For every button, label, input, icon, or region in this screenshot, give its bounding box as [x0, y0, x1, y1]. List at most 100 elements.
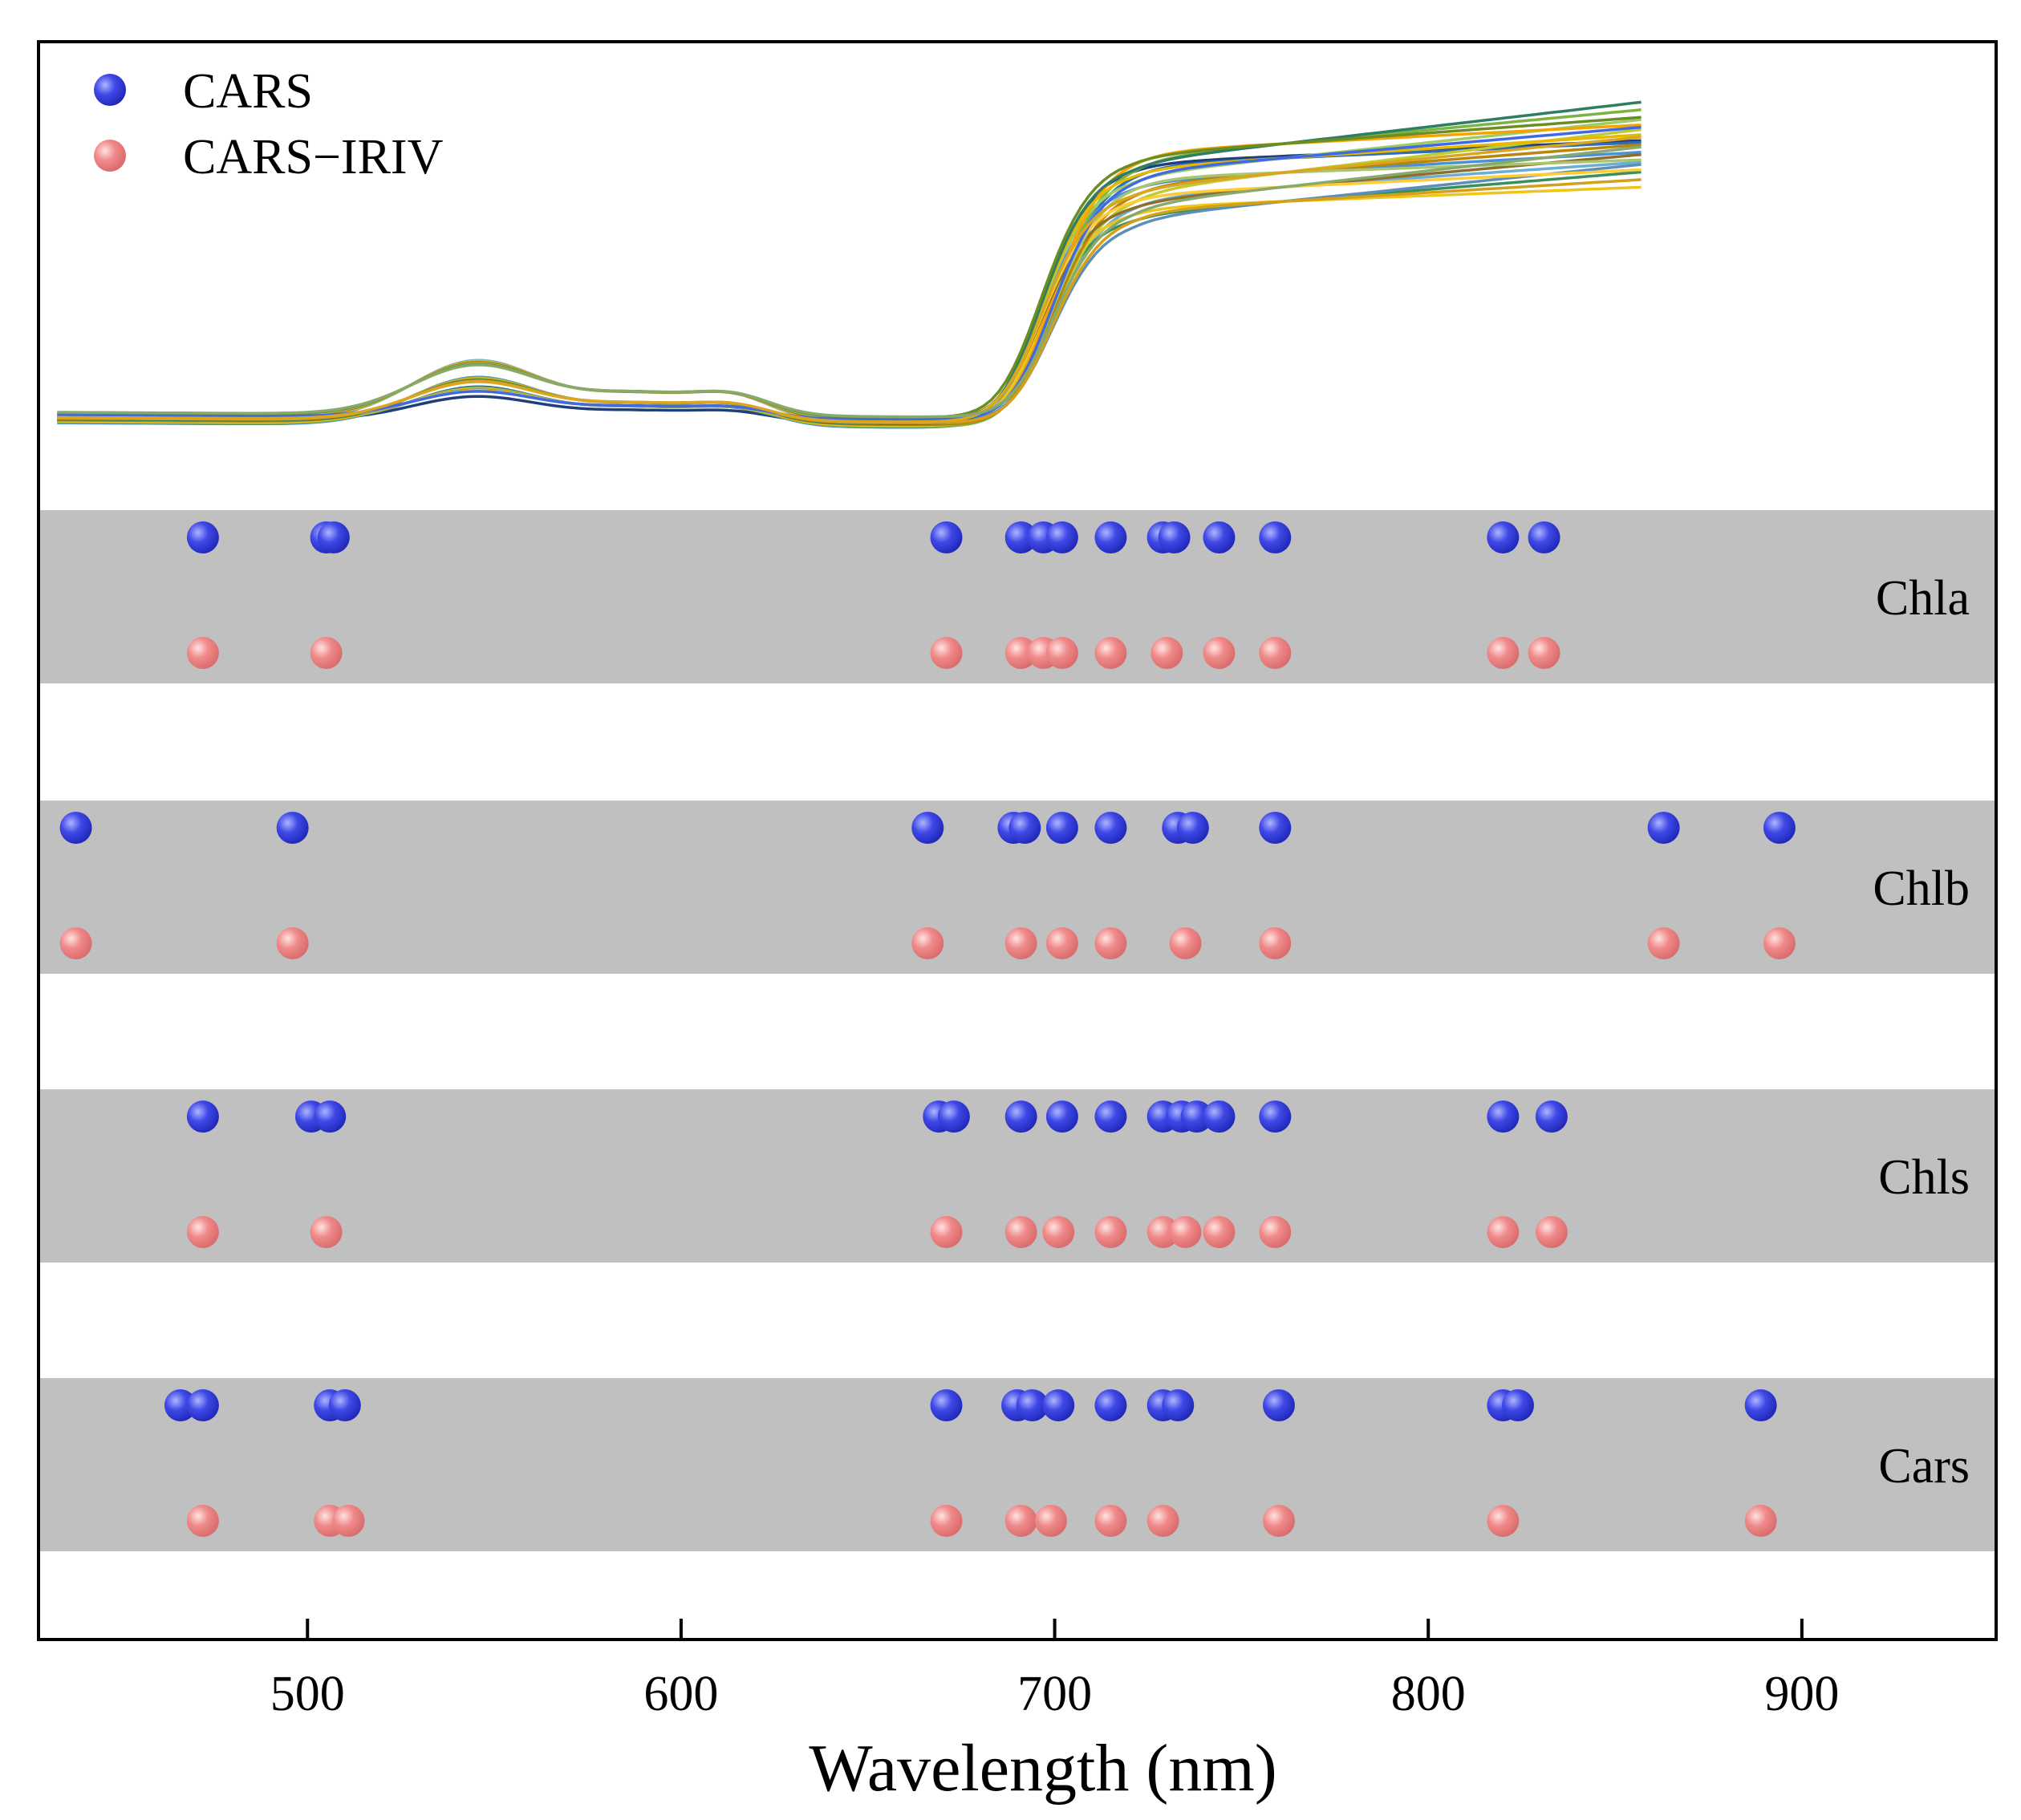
cars-iriv-point	[1034, 1505, 1067, 1537]
spectrum-curve	[57, 158, 1642, 420]
spectrum-curve	[57, 140, 1642, 427]
cars-point	[1162, 1389, 1195, 1421]
x-tick-label: 600	[643, 1667, 718, 1721]
cars-iriv-point	[1763, 927, 1796, 959]
cars-iriv-point	[930, 1505, 963, 1537]
cars-point	[1535, 1101, 1568, 1133]
cars-point	[1180, 1101, 1213, 1133]
cars-point	[1042, 1389, 1075, 1421]
cars-point	[1259, 1101, 1292, 1133]
legend: CARS CARS−IRIV	[94, 64, 444, 184]
legend-label: CARS	[183, 64, 313, 119]
cars-point	[911, 812, 944, 844]
band-label: Chlb	[1873, 861, 1970, 916]
cars-iriv-point	[911, 927, 944, 959]
legend-marker	[94, 74, 126, 106]
cars-point	[1203, 1101, 1236, 1133]
cars-iriv-point	[1094, 927, 1127, 959]
cars-point	[1262, 1389, 1295, 1421]
cars-iriv-point	[1169, 927, 1202, 959]
cars-iriv-point	[1094, 1505, 1127, 1537]
cars-point	[1647, 812, 1680, 844]
cars-iriv-point	[1045, 927, 1078, 959]
cars-point	[1763, 812, 1796, 844]
cars-iriv-point	[1004, 1505, 1037, 1537]
cars-point	[328, 1389, 361, 1421]
cars-point	[186, 521, 219, 553]
spectrum-curve	[57, 178, 1642, 424]
cars-iriv-point	[332, 1505, 365, 1537]
cars-point	[1094, 1389, 1127, 1421]
cars-iriv-point	[1042, 1216, 1075, 1248]
legend-label: CARS−IRIV	[183, 130, 444, 184]
cars-point	[1487, 521, 1520, 553]
cars-iriv-point	[1169, 1216, 1202, 1248]
cars-iriv-point	[1528, 637, 1560, 669]
spectra-layer	[57, 100, 1642, 429]
cars-iriv-point	[1487, 637, 1520, 669]
cars-point	[186, 1101, 219, 1133]
cars-point	[164, 1389, 197, 1421]
x-tick-label: 500	[270, 1667, 345, 1721]
cars-iriv-point	[1259, 1216, 1292, 1248]
points-layer	[59, 521, 1796, 1537]
cars-point	[276, 812, 309, 844]
cars-iriv-point	[1004, 1216, 1037, 1248]
spectrum-curve	[57, 170, 1642, 426]
cars-point	[1008, 812, 1041, 844]
cars-point	[59, 812, 92, 844]
x-tick-label: 800	[1391, 1667, 1466, 1721]
cars-iriv-point	[1535, 1216, 1568, 1248]
spectrum-curve	[57, 185, 1642, 428]
cars-point	[1045, 521, 1078, 553]
cars-point	[314, 1101, 347, 1133]
cars-point	[1744, 1389, 1777, 1421]
cars-point	[1528, 521, 1560, 553]
cars-iriv-point	[59, 927, 92, 959]
cars-iriv-point	[186, 1216, 219, 1248]
cars-point	[930, 1389, 963, 1421]
band-label: Cars	[1878, 1439, 1970, 1494]
spectrum-curve	[57, 125, 1642, 422]
spectrum-curve	[57, 143, 1642, 427]
cars-iriv-point	[1203, 1216, 1236, 1248]
cars-point	[1045, 1101, 1078, 1133]
cars-iriv-point	[1487, 1216, 1520, 1248]
cars-point	[186, 1389, 219, 1421]
band-label: Chla	[1876, 571, 1970, 626]
cars-point	[1259, 812, 1292, 844]
cars-iriv-point	[1004, 927, 1037, 959]
cars-point	[1004, 521, 1037, 553]
cars-point	[1487, 1101, 1520, 1133]
cars-iriv-point	[310, 637, 343, 669]
cars-iriv-point	[1262, 1505, 1295, 1537]
spectrum-curve	[57, 168, 1642, 423]
x-axis-title: Wavelength (nm)	[809, 1731, 1276, 1806]
cars-point	[1094, 521, 1127, 553]
spectrum-curve	[57, 163, 1642, 424]
cars-iriv-point	[1259, 637, 1292, 669]
cars-point	[1094, 1101, 1127, 1133]
cars-point	[1016, 1389, 1049, 1421]
cars-iriv-point	[1146, 1505, 1179, 1537]
cars-iriv-point	[1151, 637, 1183, 669]
cars-point	[1501, 1389, 1534, 1421]
x-tick-label: 700	[1017, 1667, 1092, 1721]
cars-iriv-point	[310, 1216, 343, 1248]
cars-point	[937, 1101, 970, 1133]
legend-marker	[94, 140, 126, 172]
cars-point	[1259, 521, 1292, 553]
cars-iriv-point	[186, 1505, 219, 1537]
cars-iriv-point	[1487, 1505, 1520, 1537]
cars-point	[930, 521, 963, 553]
cars-iriv-point	[1259, 927, 1292, 959]
x-tick-label: 900	[1764, 1667, 1839, 1721]
band-label: Chls	[1878, 1150, 1970, 1205]
cars-point	[1158, 521, 1191, 553]
spectrum-curve	[57, 145, 1642, 419]
cars-point	[317, 521, 350, 553]
cars-iriv-point	[1744, 1505, 1777, 1537]
cars-iriv-point	[1094, 1216, 1127, 1248]
cars-iriv-point	[1004, 637, 1037, 669]
